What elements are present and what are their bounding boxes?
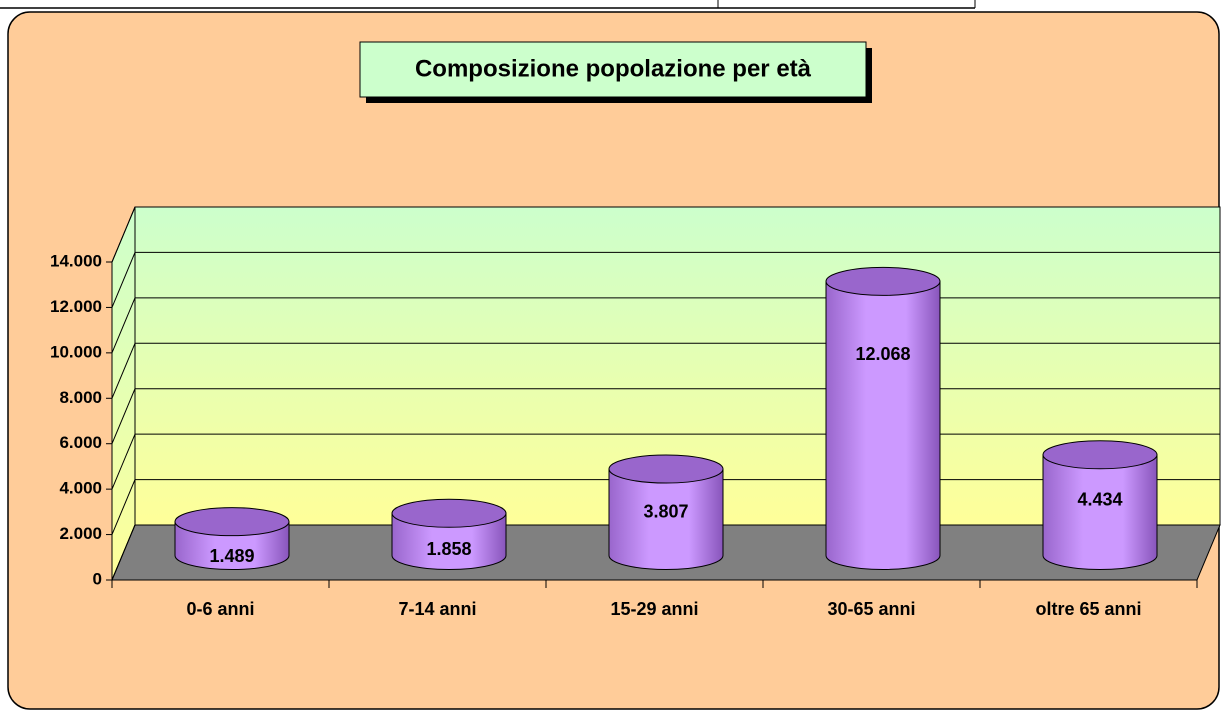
x-tick-label: 30-65 anni bbox=[827, 599, 915, 619]
y-tick-label: 0 bbox=[93, 569, 102, 588]
side-grid-line bbox=[111, 433, 136, 490]
y-tick-label: 8.000 bbox=[59, 388, 102, 407]
x-tick-label: 0-6 anni bbox=[186, 599, 254, 619]
side-grid-line bbox=[111, 388, 136, 444]
side-wall bbox=[111, 206, 136, 581]
value-label: 3.807 bbox=[643, 502, 688, 522]
cylinder-top bbox=[1042, 440, 1158, 470]
y-tick-label: 14.000 bbox=[50, 251, 102, 270]
y-tick-label: 12.000 bbox=[50, 297, 102, 316]
side-grid-line bbox=[111, 206, 136, 263]
chart-title: Composizione popolazione per età bbox=[415, 55, 812, 82]
side-grid-line bbox=[111, 524, 136, 581]
value-label: 12.068 bbox=[855, 344, 910, 364]
y-tick-label: 10.000 bbox=[50, 342, 102, 361]
cylinder-body bbox=[391, 512, 507, 570]
side-grid-line bbox=[111, 343, 136, 399]
cylinder-body bbox=[825, 280, 941, 570]
side-grid-line bbox=[111, 479, 136, 535]
value-label: 4.434 bbox=[1077, 490, 1122, 510]
cylinder-top bbox=[391, 498, 507, 528]
cylinder-top bbox=[174, 507, 290, 537]
y-tick-label: 6.000 bbox=[59, 433, 102, 452]
side-grid-line bbox=[111, 252, 136, 308]
side-grid-line bbox=[111, 297, 136, 354]
x-tick-label: 7-14 anni bbox=[398, 599, 476, 619]
cylinder-top bbox=[825, 266, 941, 296]
cylinder-top bbox=[608, 454, 724, 484]
y-tick-label: 4.000 bbox=[59, 479, 102, 498]
value-label: 1.489 bbox=[209, 546, 254, 566]
title-box bbox=[359, 41, 867, 98]
header-lines bbox=[0, 0, 976, 9]
value-label: 1.858 bbox=[426, 539, 471, 559]
cylinder-body bbox=[608, 468, 724, 570]
y-tick-label: 2.000 bbox=[59, 524, 102, 543]
x-tick-label: 15-29 anni bbox=[610, 599, 698, 619]
x-tick-label: oltre 65 anni bbox=[1035, 599, 1141, 619]
cylinder-body bbox=[1042, 454, 1158, 570]
